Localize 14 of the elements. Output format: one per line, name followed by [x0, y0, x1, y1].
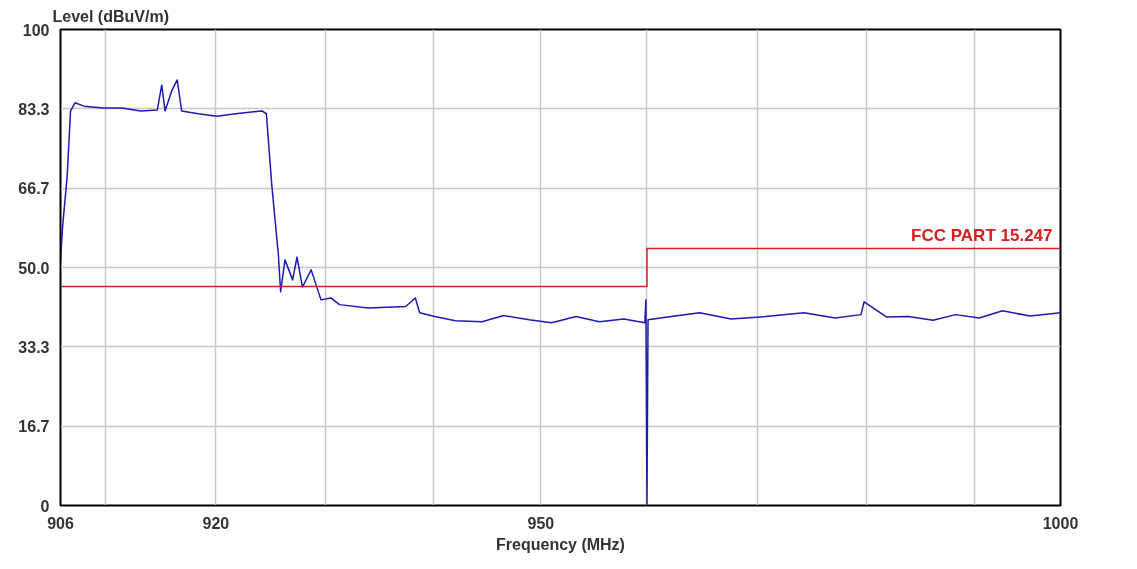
y-axis-title: Level (dBuV/m) [52, 7, 169, 25]
series-label: FCC PART 15.247 [911, 226, 1053, 246]
y-tick-label: 16.7 [18, 418, 50, 436]
x-tick-label: 906 [47, 514, 74, 532]
y-tick-label: 66.7 [18, 180, 50, 198]
y-tick-label: 50.0 [18, 259, 50, 277]
y-tick-label: 33.3 [18, 338, 50, 356]
y-tick-label: 83.3 [18, 100, 50, 118]
x-tick-label: 920 [202, 514, 230, 532]
x-axis-title: Frequency (MHz) [496, 535, 625, 553]
x-tick-label: 950 [527, 514, 555, 532]
x-tick-label: 1000 [1042, 514, 1079, 532]
y-tick-label: 0 [40, 497, 50, 515]
y-tick-label: 100 [22, 21, 50, 39]
